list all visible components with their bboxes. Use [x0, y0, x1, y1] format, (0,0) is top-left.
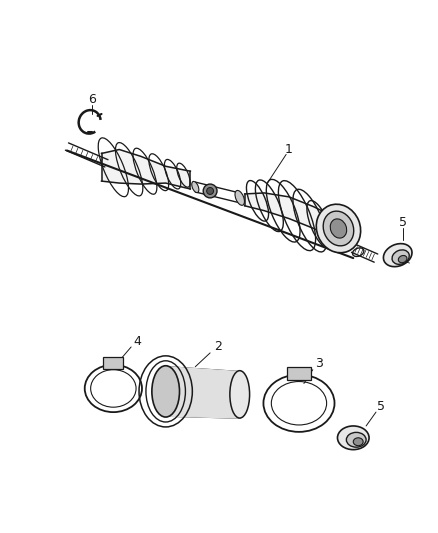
Ellipse shape — [230, 370, 250, 418]
Text: 5: 5 — [377, 400, 385, 413]
Ellipse shape — [353, 438, 363, 446]
Ellipse shape — [346, 432, 366, 447]
Ellipse shape — [235, 190, 244, 205]
Polygon shape — [166, 367, 240, 418]
Ellipse shape — [152, 366, 180, 417]
Ellipse shape — [207, 188, 214, 195]
Ellipse shape — [392, 250, 409, 264]
Ellipse shape — [192, 181, 199, 192]
Ellipse shape — [316, 204, 360, 253]
Text: 6: 6 — [88, 93, 95, 106]
Polygon shape — [245, 193, 332, 237]
Ellipse shape — [203, 184, 217, 198]
Text: 1: 1 — [285, 143, 293, 156]
Text: 2: 2 — [214, 341, 222, 353]
FancyBboxPatch shape — [103, 357, 123, 369]
FancyBboxPatch shape — [287, 367, 311, 379]
Text: 4: 4 — [133, 335, 141, 348]
Ellipse shape — [323, 211, 354, 246]
Ellipse shape — [398, 255, 407, 263]
Polygon shape — [102, 149, 191, 189]
Text: 3: 3 — [315, 357, 323, 370]
Ellipse shape — [383, 244, 412, 266]
Ellipse shape — [337, 426, 369, 450]
Ellipse shape — [330, 219, 347, 238]
Text: 5: 5 — [399, 216, 406, 229]
